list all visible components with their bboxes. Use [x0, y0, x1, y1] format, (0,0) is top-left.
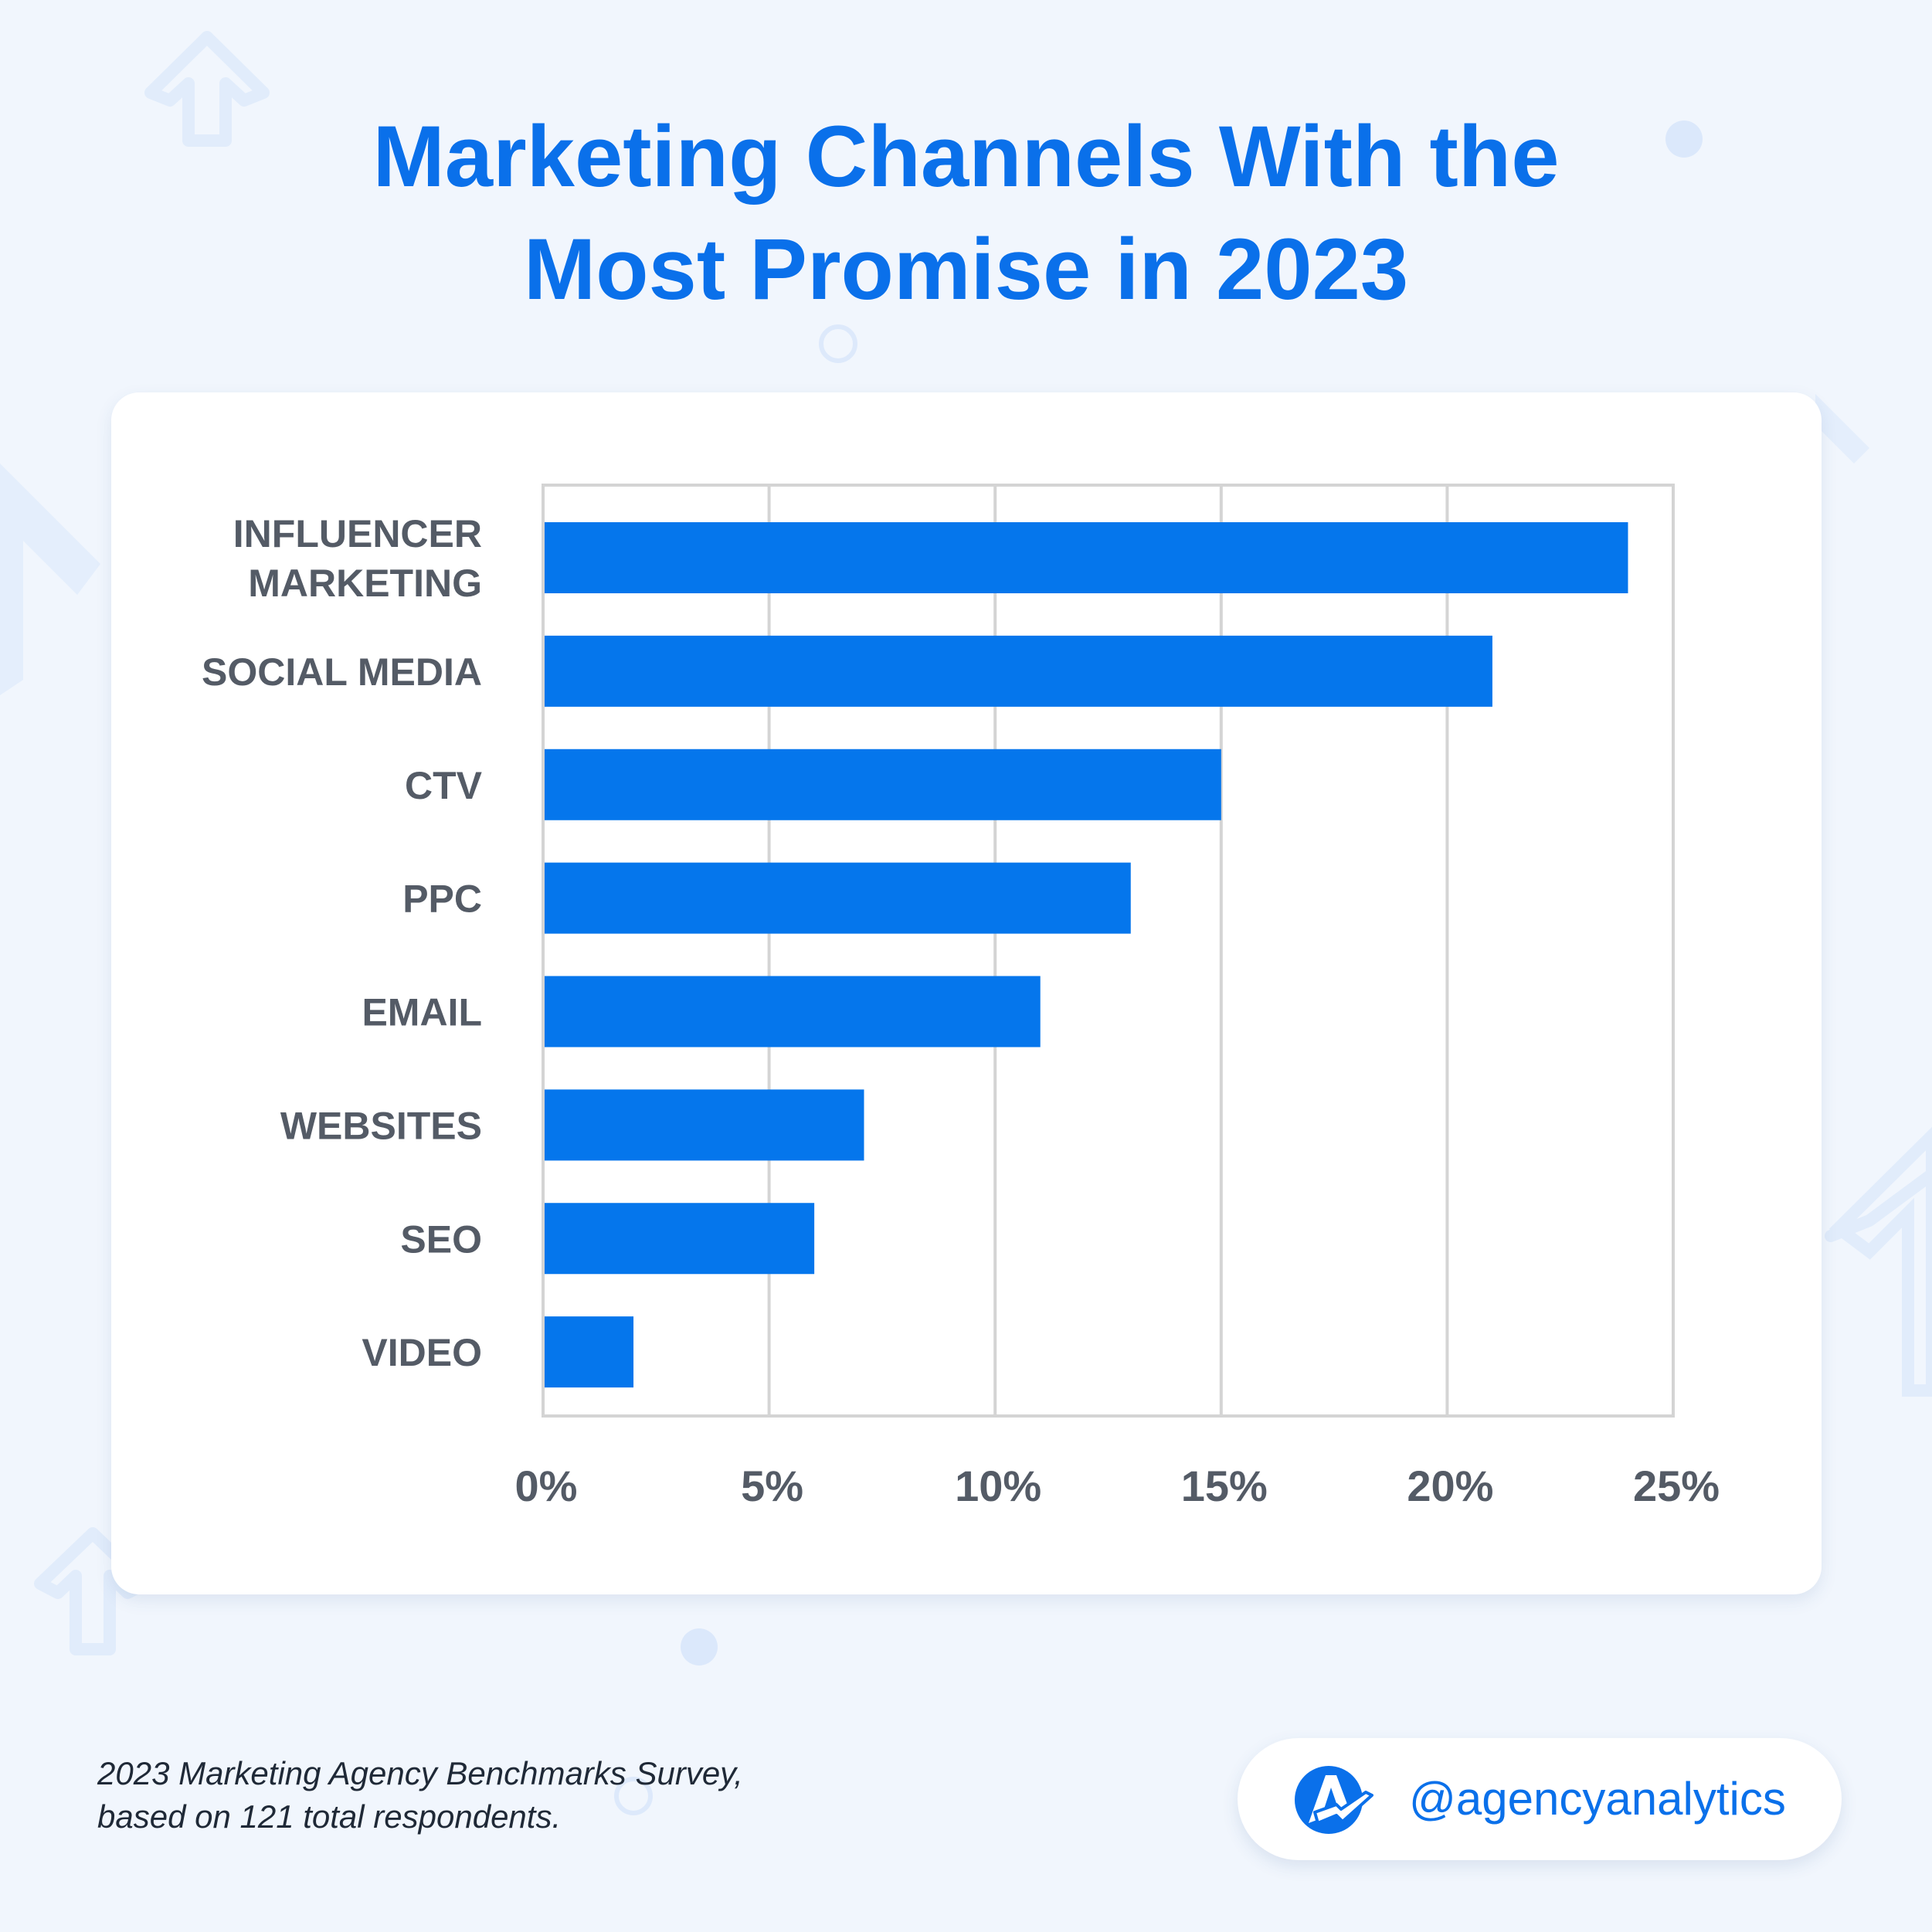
category-label-2: CTV	[405, 764, 483, 807]
title-line-1: Marketing Channels With the	[372, 108, 1560, 205]
arrow-up-icon	[1828, 1126, 1932, 1397]
arrow-up-icon	[1815, 394, 1869, 463]
ring-icon	[614, 1777, 653, 1815]
page-title: Marketing Channels With the Most Promise…	[0, 100, 1932, 326]
category-label-3: PPC	[402, 878, 482, 921]
agencyanalytics-logo-icon	[1295, 1766, 1373, 1834]
source-line-2: based on 121 total respondents.	[97, 1798, 562, 1835]
bar-1	[545, 635, 1492, 707]
source-note: 2023 Marketing Agency Benchmarks Survey,…	[97, 1752, 743, 1839]
bar-5	[545, 1089, 864, 1161]
tick-label-3: 15%	[1181, 1462, 1268, 1510]
category-label-5: WEBSITES	[280, 1104, 482, 1147]
bar-3	[545, 862, 1131, 934]
arrow-up-icon	[144, 31, 270, 147]
source-line-1: 2023 Marketing Agency Benchmarks Survey,	[97, 1755, 743, 1791]
bar-0	[545, 522, 1628, 593]
arrow-up-icon	[0, 463, 100, 695]
bar-7	[545, 1316, 634, 1388]
tick-label-1: 5%	[741, 1462, 803, 1510]
tick-label-0: 0%	[515, 1462, 578, 1510]
tick-label-4: 20%	[1407, 1462, 1493, 1510]
tick-label-5: 25%	[1633, 1462, 1720, 1510]
dot-icon	[681, 1628, 718, 1665]
dot-icon	[1665, 121, 1703, 158]
plot-frame	[542, 484, 1675, 1418]
category-label-4: EMAIL	[362, 991, 482, 1034]
bar-chart: INFLUENCER MARKETING SOCIAL MEDIA CTV PPC EMA…	[202, 484, 1720, 1510]
social-handle-badge[interactable]: @agencyanalytics	[1238, 1738, 1842, 1860]
bar-6	[545, 1203, 815, 1275]
bar-4	[545, 976, 1041, 1047]
social-handle-text: @agencyanalytics	[1409, 1773, 1786, 1825]
tick-label-2: 10%	[955, 1462, 1041, 1510]
title-line-2: Most Promise in 2023	[523, 221, 1409, 317]
category-label-6: SEO	[400, 1217, 482, 1261]
ring-icon	[819, 324, 857, 363]
category-label-7: VIDEO	[362, 1331, 482, 1374]
bar-2	[545, 749, 1221, 820]
chart-card: INFLUENCER MARKETING SOCIAL MEDIA CTV PPC EMA…	[111, 392, 1822, 1594]
category-label-0: INFLUENCER MARKETING	[233, 512, 482, 605]
category-label-1: SOCIAL MEDIA	[202, 650, 482, 694]
